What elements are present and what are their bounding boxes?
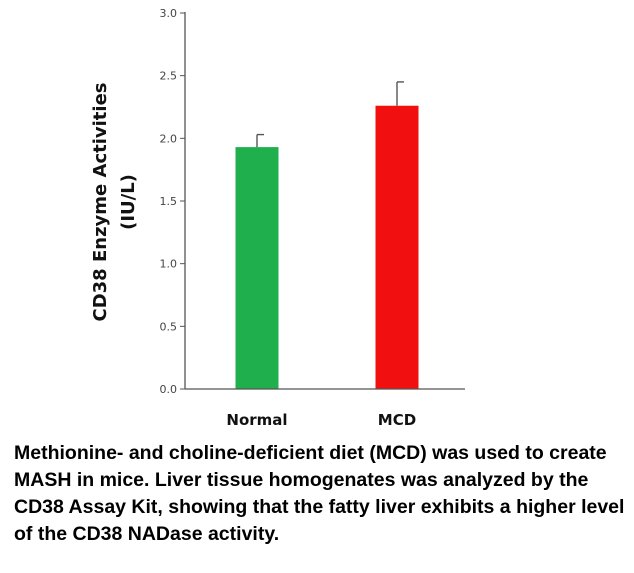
x-category-label-normal: Normal — [226, 411, 287, 429]
y-axis-label: CD38 Enzyme Activities (IU/L) — [90, 83, 139, 322]
x-axis-categories: Normal MCD — [226, 411, 416, 429]
figure-caption: Methionine- and choline-deficient diet (… — [14, 442, 625, 545]
y-tick-label: 0.0 — [160, 383, 178, 396]
axes — [184, 12, 465, 390]
y-axis-title-line-1: CD38 Enzyme Activities — [90, 83, 111, 322]
bar-normal — [235, 147, 279, 389]
x-category-label-mcd: MCD — [378, 411, 416, 429]
y-tick-label: 1.5 — [160, 195, 178, 208]
bar-chart: CD38 Enzyme Activities (IU/L) 0.0 0.5 1.0 1.… — [90, 7, 465, 429]
y-axis-title-line-2: (IU/L) — [118, 174, 139, 230]
y-tick-label: 2.0 — [160, 132, 178, 145]
y-tick-label: 1.0 — [160, 258, 178, 271]
bar-mcd — [375, 105, 419, 389]
y-tick-label: 3.0 — [160, 7, 178, 20]
y-axis-ticks: 0.0 0.5 1.0 1.5 2.0 2.5 3.0 — [160, 7, 185, 396]
bars — [235, 81, 419, 389]
y-tick-label: 2.5 — [160, 70, 178, 83]
y-tick-label: 0.5 — [160, 320, 178, 333]
